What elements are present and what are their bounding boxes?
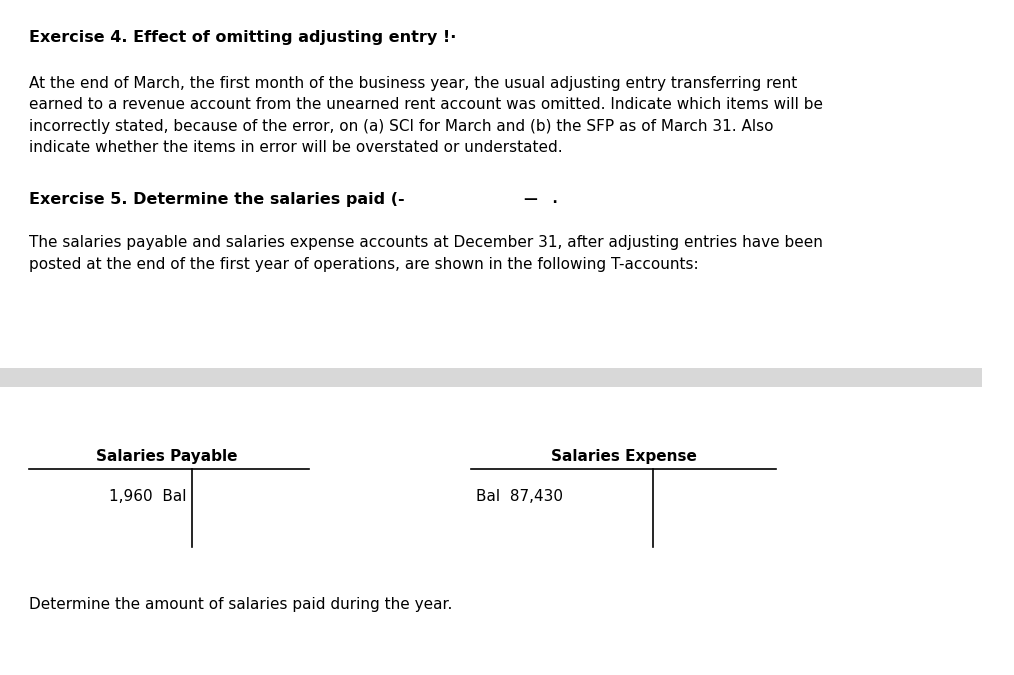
- Text: At the end of March, the first month of the business year, the usual adjusting e: At the end of March, the first month of …: [29, 76, 823, 155]
- Bar: [0, 368, 983, 387]
- Text: —   .: — .: [523, 192, 558, 207]
- Text: Bal  87,430: Bal 87,430: [477, 489, 564, 504]
- Text: The salaries payable and salaries expense accounts at December 31, after adjusti: The salaries payable and salaries expens…: [29, 235, 823, 271]
- Text: Determine the amount of salaries paid during the year.: Determine the amount of salaries paid du…: [29, 597, 453, 612]
- Text: Salaries Expense: Salaries Expense: [551, 449, 697, 464]
- Text: Salaries Payable: Salaries Payable: [96, 449, 237, 464]
- Text: 1,960  Bal: 1,960 Bal: [110, 489, 187, 504]
- Text: Exercise 5. Determine the salaries paid (‐: Exercise 5. Determine the salaries paid …: [29, 192, 406, 207]
- Text: Exercise 4. Effect of omitting adjusting entry !·: Exercise 4. Effect of omitting adjusting…: [29, 30, 457, 45]
